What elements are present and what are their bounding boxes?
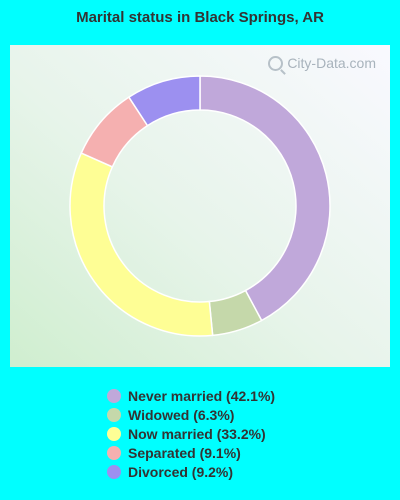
legend-swatch bbox=[107, 464, 121, 479]
legend: Never married (42.1%) Widowed (6.3%) Now m… bbox=[107, 386, 275, 481]
legend-swatch bbox=[107, 445, 121, 460]
legend-label: Divorced (9.2%) bbox=[128, 463, 234, 480]
legend-label: Never married (42.1%) bbox=[128, 387, 276, 404]
legend-swatch bbox=[107, 426, 121, 441]
legend-swatch bbox=[107, 388, 121, 403]
watermark-text: City-Data.com bbox=[287, 55, 376, 71]
donut-slice-0 bbox=[199, 75, 331, 322]
chart-title: Marital status in Black Springs, AR bbox=[76, 9, 324, 26]
legend-item-3: Separated (9.1%) bbox=[107, 443, 275, 462]
watermark: City-Data.com bbox=[268, 55, 376, 71]
legend-item-1: Widowed (6.3%) bbox=[107, 405, 275, 424]
legend-item-2: Now married (33.2%) bbox=[107, 424, 275, 443]
legend-swatch bbox=[107, 407, 121, 422]
legend-label: Widowed (6.3%) bbox=[128, 406, 235, 423]
magnifier-icon bbox=[268, 55, 284, 71]
donut-slice-4 bbox=[127, 75, 201, 127]
legend-item-0: Never married (42.1%) bbox=[107, 386, 275, 405]
legend-label: Now married (33.2%) bbox=[128, 425, 266, 442]
donut-slice-2 bbox=[69, 152, 214, 337]
legend-item-4: Divorced (9.2%) bbox=[107, 462, 275, 481]
legend-label: Separated (9.1%) bbox=[128, 444, 241, 461]
